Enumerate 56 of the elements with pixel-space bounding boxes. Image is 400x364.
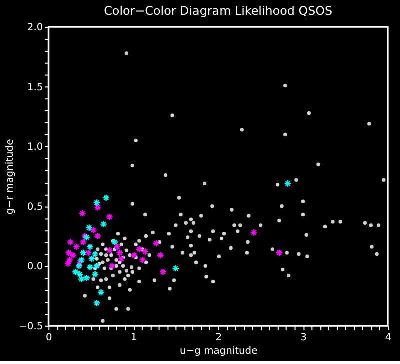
point (276, 249, 284, 257)
point (64, 260, 72, 268)
point (93, 299, 101, 307)
point (118, 255, 126, 263)
point (80, 249, 88, 257)
point (111, 238, 119, 246)
x-axis-title: u−g magnitude (180, 346, 258, 358)
point (84, 249, 92, 257)
point (94, 204, 102, 212)
point (284, 180, 292, 188)
point (130, 252, 138, 260)
point (152, 240, 160, 248)
point (172, 264, 180, 272)
point (72, 268, 80, 276)
y-tick-label: 2.0 (27, 22, 44, 34)
point (75, 262, 83, 270)
y-axis-title: g−r magnitude (5, 139, 16, 215)
y-tick-label: 1.0 (27, 142, 44, 154)
point (76, 270, 84, 278)
point (78, 210, 86, 218)
point (100, 220, 108, 228)
point (94, 232, 102, 240)
y-tick-label: 0.5 (27, 202, 44, 213)
point (70, 252, 77, 260)
chart-title: Color−Color Diagram Likelihood QSOS (104, 4, 333, 18)
point (108, 262, 116, 270)
point (93, 199, 101, 207)
point (159, 268, 167, 276)
point (88, 255, 96, 263)
point (76, 258, 84, 266)
point (98, 288, 105, 296)
point (66, 238, 74, 246)
point (86, 224, 94, 232)
point (156, 252, 164, 260)
y-tick-label: 1.5 (27, 82, 44, 94)
point (65, 249, 73, 257)
point (116, 249, 124, 257)
x-tick-label: 0 (46, 332, 52, 344)
y-tick-label: 0.0 (27, 262, 44, 273)
y-tick-label: −0.5 (19, 321, 44, 332)
point (142, 248, 150, 256)
x-tick-label: 1 (130, 332, 138, 344)
point (92, 270, 100, 278)
point (86, 243, 94, 251)
point (78, 256, 86, 264)
point (106, 213, 114, 221)
x-tick-label: 3 (300, 332, 307, 344)
x-tick-label: 2 (216, 332, 222, 344)
x-tick-label: 4 (385, 332, 392, 344)
point (66, 256, 74, 264)
point (136, 246, 144, 254)
point (250, 228, 258, 236)
point (139, 256, 147, 264)
point (90, 226, 98, 234)
point (102, 194, 110, 202)
point (92, 250, 100, 258)
